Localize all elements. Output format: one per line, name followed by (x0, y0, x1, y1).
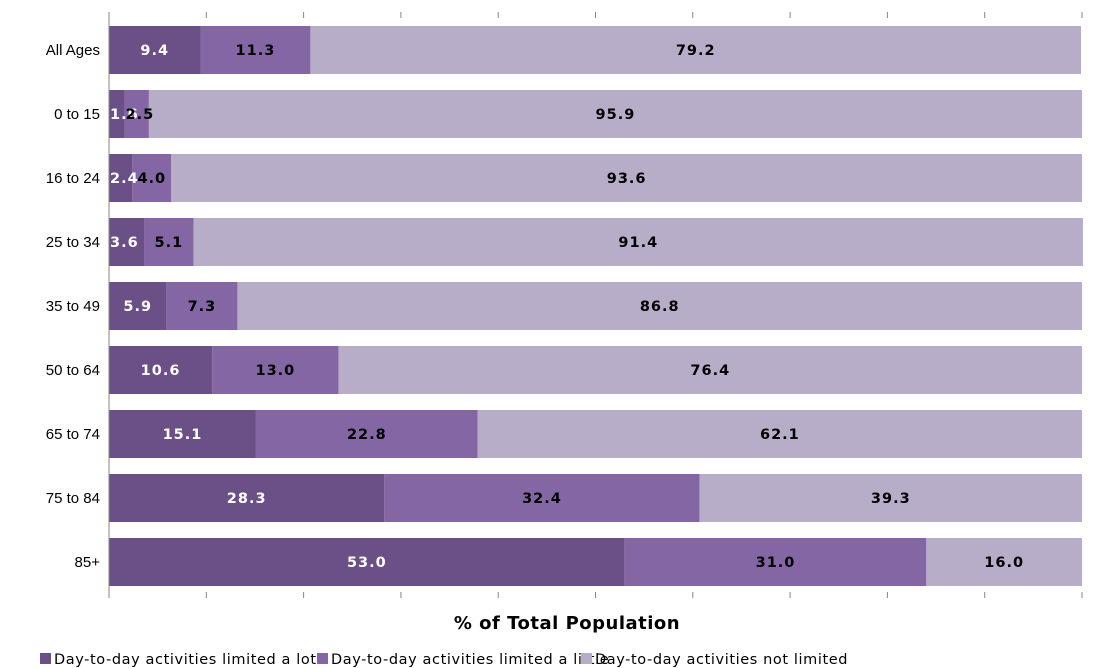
data-label: 13.0 (255, 363, 295, 379)
data-label: 11.3 (236, 43, 276, 59)
data-label: 10.6 (141, 363, 181, 379)
data-label: 2.5 (126, 107, 155, 123)
category-label: 50 to 64 (46, 362, 100, 379)
data-label: 15.1 (163, 427, 203, 443)
data-label: 5.9 (123, 299, 152, 315)
category-label: 35 to 49 (46, 298, 100, 315)
legend: Day-to-day activities limited a lot Day-t… (40, 652, 848, 668)
bar-segment (338, 346, 1082, 394)
x-axis-title: % of Total Population (454, 613, 680, 634)
legend-label: Day-to-day activities not limited (595, 652, 848, 668)
data-label: 2.4 (110, 171, 139, 187)
bars (109, 26, 1083, 586)
data-label: 76.4 (690, 363, 730, 379)
bar-segment (310, 26, 1082, 74)
bar-segment (200, 26, 311, 74)
bar-segment (109, 474, 385, 522)
data-label: 22.8 (347, 427, 387, 443)
data-label: 91.4 (618, 235, 658, 251)
category-label: 65 to 74 (46, 426, 100, 443)
bar-segment (109, 154, 133, 202)
bar-segment (166, 282, 238, 330)
category-label: 16 to 24 (46, 170, 100, 187)
category-label: All Ages (46, 42, 100, 59)
data-labels: 9.4 11.3 79.2 1.62.5 95.9 2.44.0 93.6 3.6 5.1 91.… (110, 43, 1024, 571)
category-label: 0 to 15 (54, 106, 100, 123)
data-label: 53.0 (347, 555, 387, 571)
bar-segment (237, 282, 1082, 330)
bar-segment (109, 410, 256, 458)
data-label: 4.0 (137, 171, 166, 187)
legend-swatch (317, 653, 328, 664)
legend-label: Day-to-day activities limited a little (331, 652, 609, 668)
tick-marks (108, 12, 1083, 598)
bar-segment (124, 90, 149, 138)
data-label: 79.2 (676, 43, 716, 59)
data-label: 95.9 (596, 107, 636, 123)
bar-segment (132, 154, 172, 202)
bar-segment (109, 26, 201, 74)
legend-swatch (581, 653, 592, 664)
data-label: 86.8 (640, 299, 680, 315)
data-label: 16.0 (984, 555, 1024, 571)
bar-segment (109, 538, 625, 586)
data-label: 62.1 (760, 427, 800, 443)
bar-segment (193, 218, 1083, 266)
bar-segment (384, 474, 700, 522)
data-label: 39.3 (871, 491, 911, 507)
bar-segment (212, 346, 339, 394)
bar-segment (699, 474, 1082, 522)
data-label: 3.6 (110, 235, 139, 251)
data-label: 31.0 (756, 555, 796, 571)
category-label: 75 to 84 (46, 490, 100, 507)
bar-segment (109, 90, 125, 138)
data-label: 9.4 (140, 43, 169, 59)
bar-segment (109, 282, 167, 330)
data-label: 7.3 (188, 299, 217, 315)
bar-segment (477, 410, 1083, 458)
bar-segment (926, 538, 1082, 586)
category-label: 85+ (75, 554, 101, 571)
legend-swatch (40, 653, 51, 664)
bar-segment (148, 90, 1082, 138)
data-label: 28.3 (227, 491, 267, 507)
bar-segment (171, 154, 1083, 202)
bar-segment (109, 346, 213, 394)
category-labels: All Ages 0 to 15 16 to 24 25 to 34 35 to 49 5… (46, 42, 100, 571)
data-label: 93.6 (607, 171, 647, 187)
data-label: 1.6 (110, 107, 139, 123)
category-label: 25 to 34 (46, 234, 100, 251)
data-label: 5.1 (154, 235, 183, 251)
bar-segment (624, 538, 927, 586)
data-label: 32.4 (522, 491, 562, 507)
bar-segment (144, 218, 194, 266)
bar-segment (109, 218, 145, 266)
bar-segment (255, 410, 478, 458)
legend-label: Day-to-day activities limited a lot (54, 652, 317, 668)
